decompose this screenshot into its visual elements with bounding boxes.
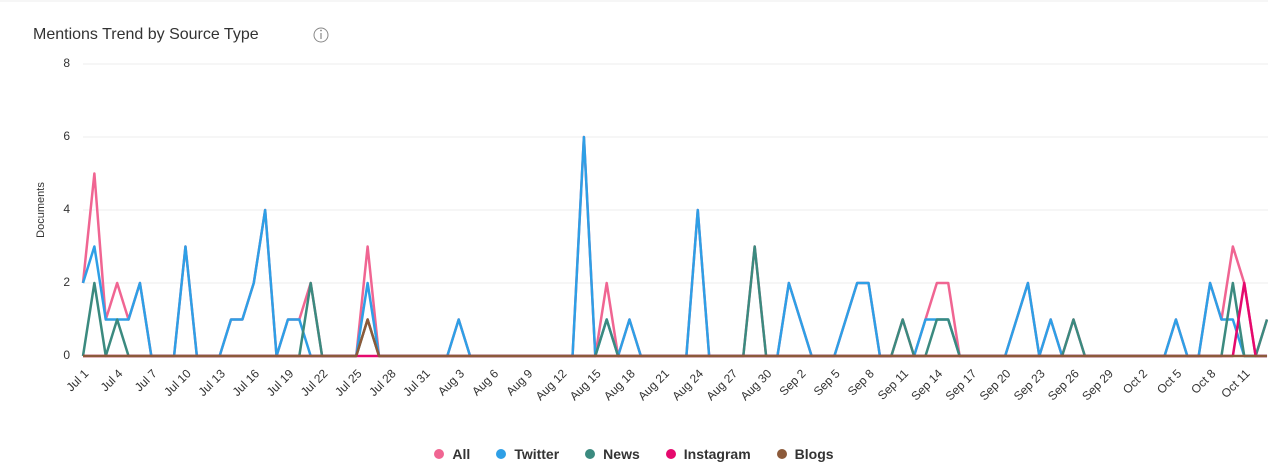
x-tick-label: Oct 8 — [1188, 366, 1218, 396]
x-tick-label: Sep 2 — [777, 366, 809, 398]
x-tick-label: Sep 14 — [908, 366, 945, 403]
legend: All Twitter News Instagram Blogs — [0, 446, 1268, 462]
legend-swatch — [434, 449, 445, 459]
x-tick-label: Jul 31 — [400, 366, 433, 399]
legend-label: All — [452, 446, 471, 462]
x-tick-label: Jul 13 — [195, 366, 228, 399]
x-tick-label: Jul 19 — [264, 366, 297, 399]
x-tick-label: Oct 5 — [1154, 366, 1184, 396]
legend-item[interactable]: All — [434, 446, 470, 462]
y-tick-label: 0 — [63, 348, 70, 362]
x-tick-label: Aug 21 — [635, 366, 672, 403]
legend-swatch — [496, 449, 507, 459]
x-tick-label: Aug 24 — [669, 366, 706, 403]
series-line — [81, 135, 1267, 358]
series-line — [83, 281, 1267, 358]
x-tick-label: Aug 9 — [503, 366, 535, 398]
x-tick-label: Sep 8 — [845, 366, 877, 398]
x-tick-label: Sep 26 — [1045, 366, 1082, 403]
x-tick-label: Aug 6 — [469, 366, 501, 398]
x-tick-label: Sep 23 — [1011, 366, 1048, 403]
y-tick-label: 4 — [63, 202, 70, 216]
chart: Mentions Trend by Source Type Documents … — [0, 0, 1268, 403]
x-tick-label: Aug 27 — [703, 366, 740, 403]
x-tick-label: Aug 18 — [601, 366, 638, 403]
y-tick-label: 8 — [63, 56, 70, 70]
x-tick-label: Oct 11 — [1218, 366, 1252, 400]
x-tick-label: Jul 4 — [98, 366, 126, 394]
legend-item[interactable]: Twitter — [496, 446, 559, 462]
legend-label: News — [603, 446, 640, 462]
x-tick-label: Jul 10 — [161, 366, 194, 399]
legend-swatch — [585, 449, 596, 459]
x-tick-label: Aug 3 — [435, 366, 467, 398]
x-tick-label: Jul 25 — [332, 366, 365, 399]
x-tick-label: Aug 30 — [738, 366, 775, 403]
x-tick-label: Sep 11 — [875, 366, 911, 402]
y-tick-label: 2 — [63, 275, 70, 289]
legend-item[interactable]: Instagram — [665, 446, 751, 462]
legend-item[interactable]: Blogs — [776, 446, 834, 462]
series-line — [83, 318, 1267, 358]
x-tick-label: Sep 29 — [1079, 366, 1116, 403]
legend-swatch — [776, 449, 787, 459]
y-tick-label: 6 — [63, 129, 70, 143]
x-tick-label: Aug 12 — [533, 366, 570, 403]
x-tick-label: Sep 17 — [943, 366, 980, 403]
x-tick-label: Jul 1 — [64, 366, 92, 394]
series-line — [81, 245, 1268, 358]
x-tick-label: Sep 20 — [977, 366, 1014, 403]
info-icon — [313, 27, 329, 43]
x-tick-label: Jul 22 — [298, 366, 331, 399]
x-tick-label: Jul 16 — [230, 366, 263, 399]
x-tick-label: Jul 28 — [366, 366, 399, 399]
legend-item[interactable]: News — [585, 446, 640, 462]
chart-title: Mentions Trend by Source Type — [33, 26, 259, 43]
legend-swatch — [665, 449, 676, 459]
x-tick-label: Jul 7 — [132, 366, 160, 394]
x-tick-label: Oct 2 — [1120, 366, 1150, 396]
legend-label: Instagram — [683, 446, 751, 462]
y-axis-label: Documents — [35, 182, 47, 238]
legend-label: Twitter — [514, 446, 560, 462]
x-tick-label: Sep 5 — [811, 366, 843, 398]
x-tick-label: Aug 15 — [567, 366, 604, 403]
legend-label: Blogs — [794, 446, 834, 462]
